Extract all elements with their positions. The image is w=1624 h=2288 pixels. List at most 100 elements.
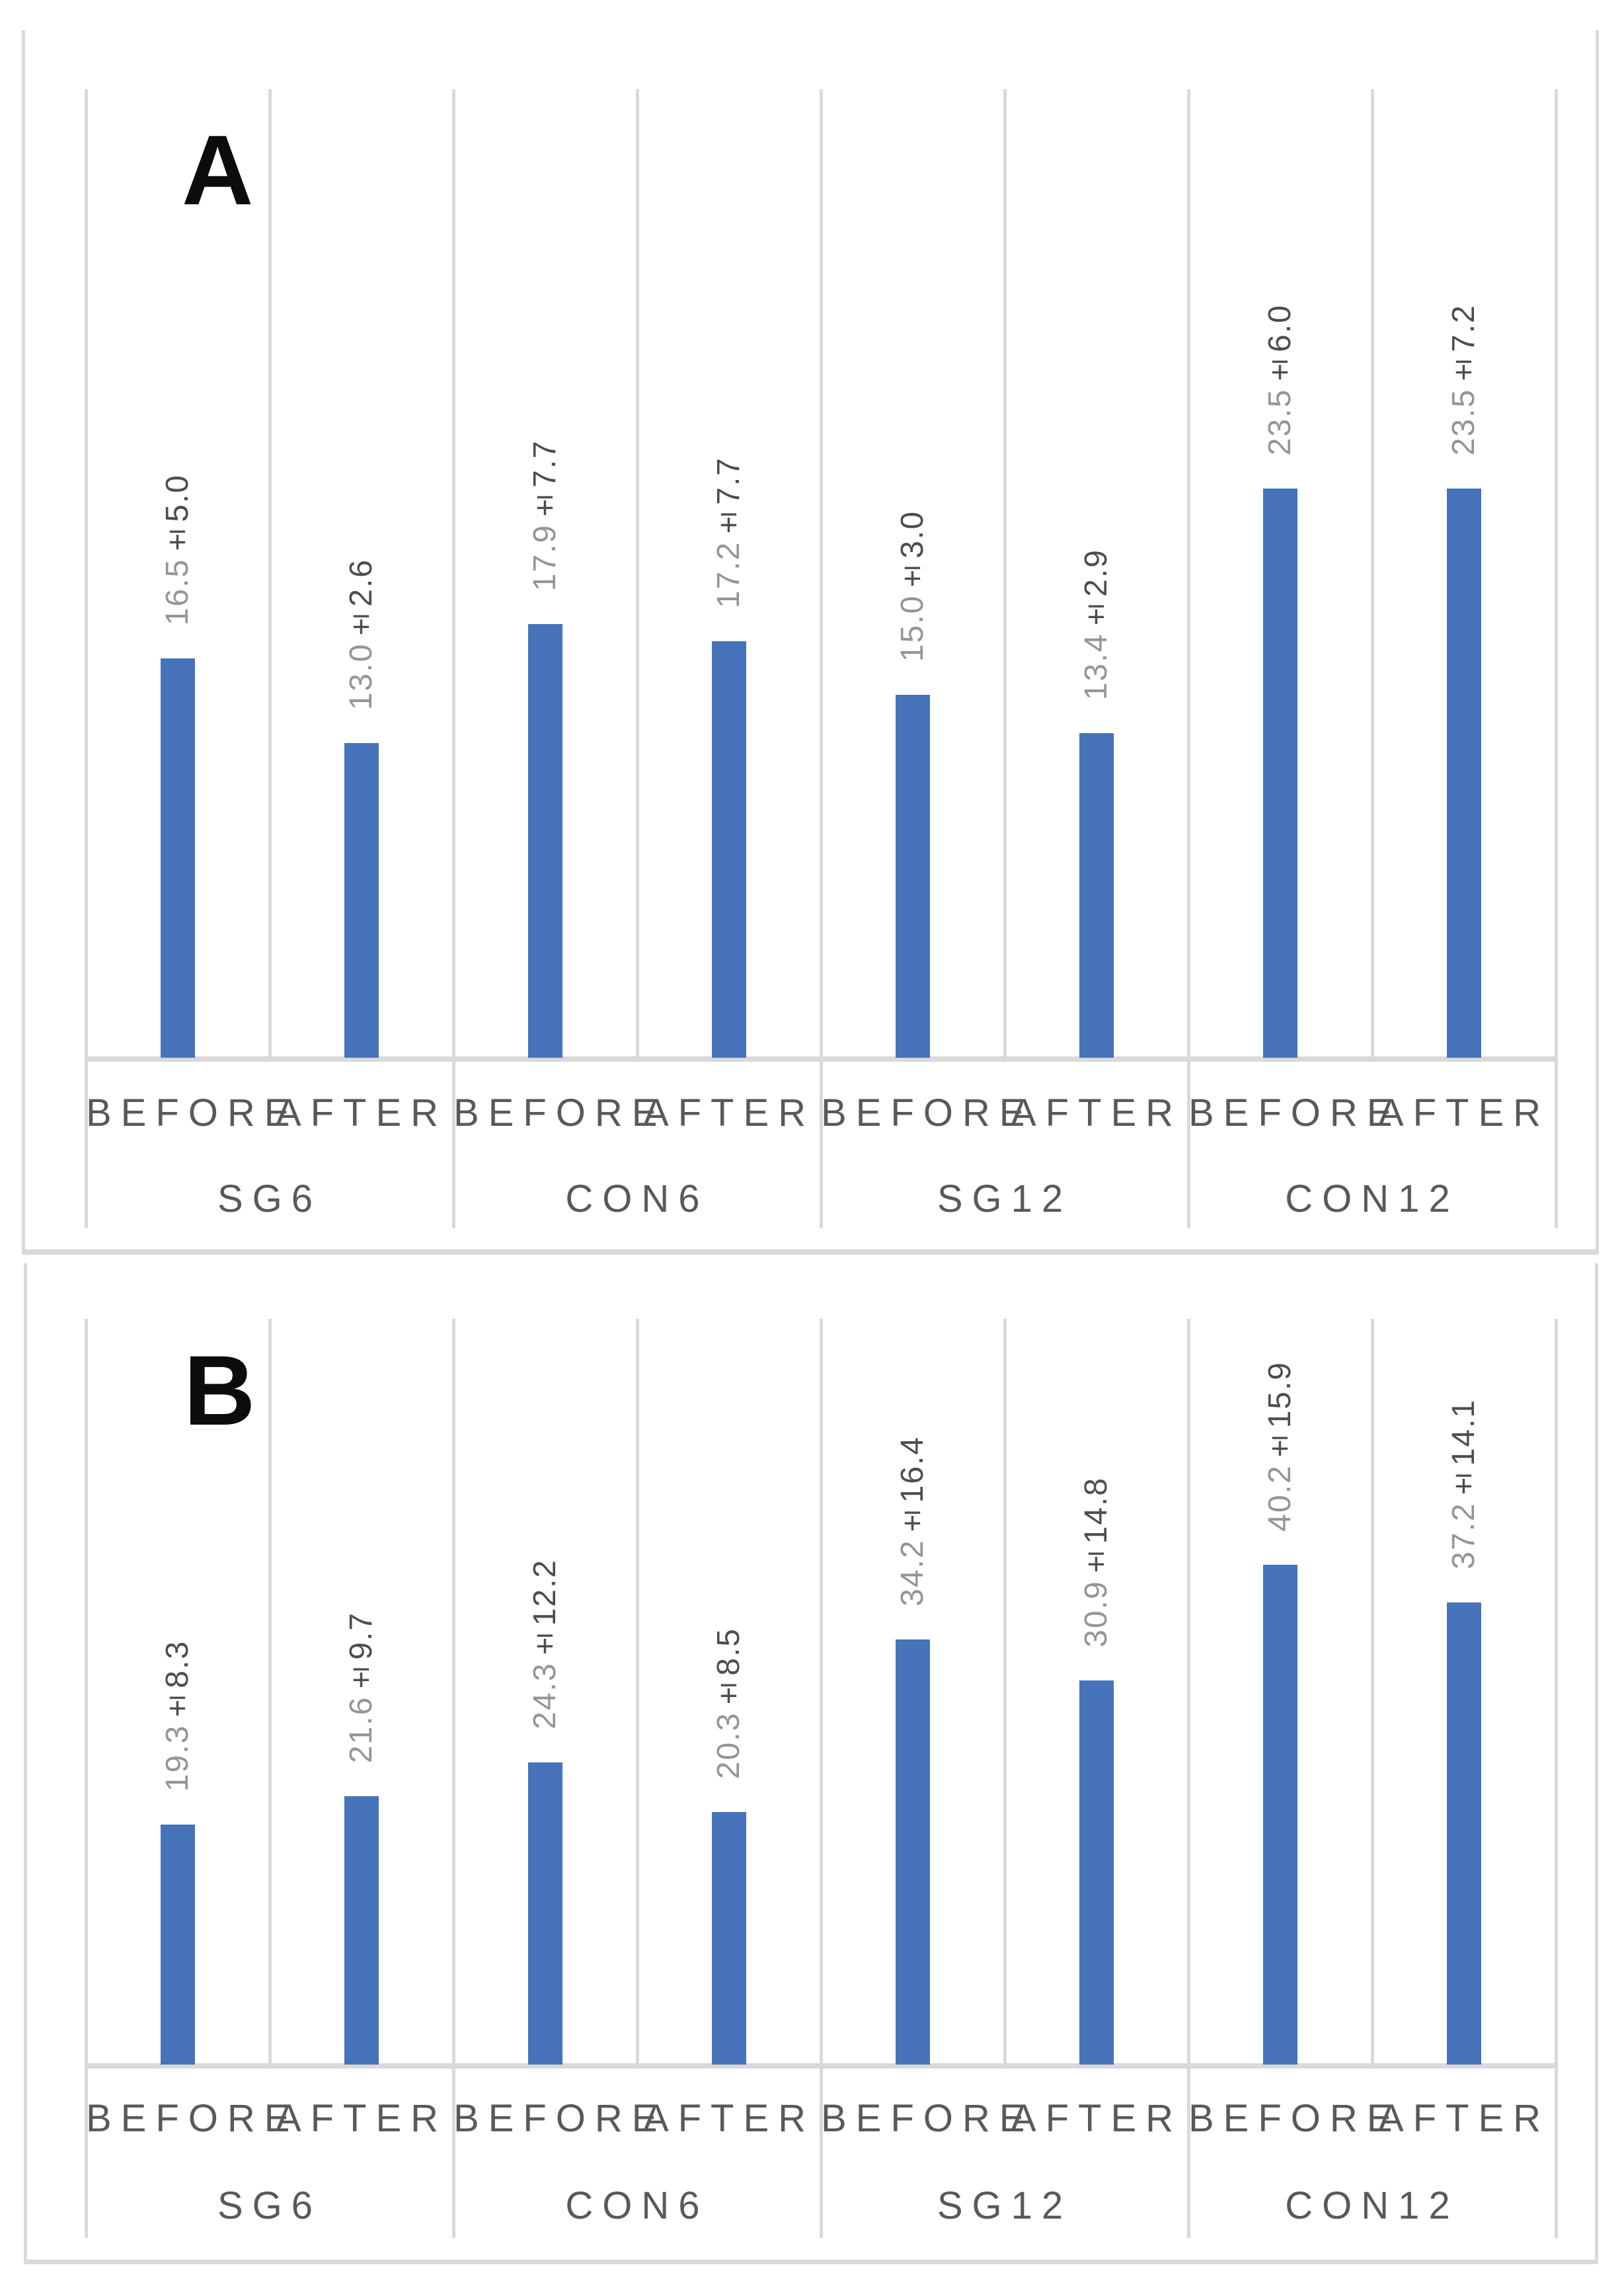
- axis-label-sg6-after: AFTER: [275, 2097, 448, 2140]
- category-separator-line: [820, 2065, 823, 2238]
- x-axis-line: [86, 2063, 1556, 2069]
- value-sd: ±6.0: [1262, 303, 1297, 389]
- bar-sg12-before: [896, 695, 930, 1058]
- bar-con12-after: [1447, 1602, 1481, 2065]
- value-sd: ±14.8: [1079, 1477, 1114, 1581]
- axis-label-sg12-after: AFTER: [1010, 1091, 1183, 1134]
- category-separator-line: [85, 1058, 88, 1228]
- bar-con6-after: [712, 641, 746, 1058]
- value-mean: 21.6: [344, 1696, 379, 1763]
- axis-label-con12-before: BEFORE: [1188, 2097, 1402, 2140]
- gridline: [85, 89, 88, 1058]
- value-mean: 37.2: [1446, 1502, 1481, 1569]
- value-mean: 23.5: [1446, 388, 1481, 455]
- value-label-con12-after: 23.5±7.2: [1446, 303, 1481, 455]
- category-separator-line: [820, 1058, 823, 1228]
- bar-con6-after: [712, 1812, 746, 2065]
- bar-con12-before: [1263, 489, 1297, 1058]
- panel-b-frame: [24, 1263, 1598, 2264]
- axis-label-group-con12: CON12: [1285, 1177, 1459, 1220]
- gridline: [452, 1319, 455, 2065]
- axis-label-con6-before: BEFORE: [453, 1091, 667, 1134]
- category-separator-line: [1555, 1058, 1558, 1228]
- value-label-sg6-after: 13.0±2.6: [344, 558, 379, 710]
- value-mean: 24.3: [527, 1662, 562, 1729]
- value-sd: ±16.4: [895, 1436, 930, 1540]
- axis-label-group-con6: CON6: [565, 2184, 709, 2227]
- axis-label-sg6-before: BEFORE: [86, 1091, 299, 1134]
- value-label-con12-before: 40.2±15.9: [1262, 1361, 1297, 1532]
- value-label-con12-after: 37.2±14.1: [1446, 1399, 1481, 1569]
- axis-label-sg6-after: AFTER: [275, 1091, 448, 1134]
- gridline: [1371, 1319, 1374, 2065]
- value-mean: 17.2: [711, 541, 746, 608]
- value-label-con6-after: 17.2±7.7: [711, 456, 746, 608]
- value-mean: 13.4: [1079, 633, 1114, 700]
- axis-label-sg6-before: BEFORE: [86, 2097, 299, 2140]
- bar-con6-before: [528, 624, 562, 1058]
- value-sd: ±7.2: [1446, 303, 1481, 389]
- category-separator-line: [452, 2065, 455, 2238]
- value-mean: 13.0: [344, 643, 379, 710]
- axis-label-sg12-before: BEFORE: [821, 1091, 1034, 1134]
- value-mean: 34.2: [895, 1539, 930, 1606]
- category-separator-line: [1555, 2065, 1558, 2238]
- gridline: [1555, 89, 1558, 1058]
- panel-b-letter: B: [184, 1335, 256, 1446]
- value-label-sg12-after: 30.9±14.8: [1079, 1477, 1114, 1647]
- gridline: [268, 1319, 272, 2065]
- panel-a-letter: A: [182, 114, 254, 225]
- category-separator-line: [452, 1058, 455, 1228]
- value-mean: 30.9: [1079, 1580, 1114, 1647]
- axis-label-sg12-before: BEFORE: [821, 2097, 1034, 2140]
- axis-label-group-con6: CON6: [565, 1177, 709, 1220]
- x-axis-line: [86, 1056, 1556, 1062]
- category-separator-line: [1187, 2065, 1190, 2238]
- bar-con6-before: [528, 1762, 562, 2065]
- value-sd: ±12.2: [527, 1559, 562, 1663]
- value-label-con6-before: 24.3±12.2: [527, 1559, 562, 1729]
- value-mean: 17.9: [527, 524, 562, 591]
- axis-label-con12-after: AFTER: [1377, 2097, 1551, 2140]
- panel-a-frame: [22, 30, 1599, 1255]
- gridline: [452, 89, 455, 1058]
- value-sd: ±2.6: [344, 558, 379, 643]
- value-label-sg6-before: 16.5±5.0: [160, 474, 195, 625]
- value-label-con6-after: 20.3±8.5: [711, 1627, 746, 1779]
- bar-sg6-after: [344, 743, 379, 1058]
- axis-label-group-sg6: SG6: [217, 2184, 323, 2227]
- axis-label-group-con12: CON12: [1285, 2184, 1459, 2227]
- bar-sg12-before: [896, 1639, 930, 2065]
- gridline: [1187, 1319, 1190, 2065]
- value-sd: ±7.7: [711, 456, 746, 541]
- bar-sg12-after: [1079, 1680, 1114, 2065]
- axis-label-con6-after: AFTER: [642, 2097, 816, 2140]
- axis-label-con12-after: AFTER: [1377, 1091, 1551, 1134]
- value-mean: 19.3: [160, 1724, 195, 1792]
- bar-con12-before: [1263, 1565, 1297, 2065]
- value-label-sg12-before: 34.2±16.4: [895, 1436, 930, 1606]
- bar-sg6-before: [161, 658, 195, 1058]
- value-label-sg6-after: 21.6±9.7: [344, 1611, 379, 1763]
- category-separator-line: [85, 2065, 88, 2238]
- bar-con12-after: [1447, 489, 1481, 1058]
- axis-label-con12-before: BEFORE: [1188, 1091, 1402, 1134]
- axis-label-con6-before: BEFORE: [453, 2097, 667, 2140]
- gridline: [636, 1319, 639, 2065]
- value-mean: 16.5: [160, 558, 195, 625]
- value-sd: ±15.9: [1262, 1361, 1297, 1465]
- value-mean: 20.3: [711, 1712, 746, 1779]
- axis-label-con6-after: AFTER: [642, 1091, 816, 1134]
- value-sd: ±9.7: [344, 1611, 379, 1696]
- value-label-sg6-before: 19.3±8.3: [160, 1640, 195, 1792]
- value-sd: ±2.9: [1079, 548, 1114, 633]
- axis-label-sg12-after: AFTER: [1010, 2097, 1183, 2140]
- gridline: [820, 89, 823, 1058]
- value-mean: 40.2: [1262, 1464, 1297, 1532]
- gridline: [636, 89, 639, 1058]
- value-label-sg12-before: 15.0±3.0: [895, 510, 930, 662]
- gridline: [1003, 1319, 1007, 2065]
- axis-label-group-sg12: SG12: [937, 1177, 1073, 1220]
- value-sd: ±8.5: [711, 1627, 746, 1712]
